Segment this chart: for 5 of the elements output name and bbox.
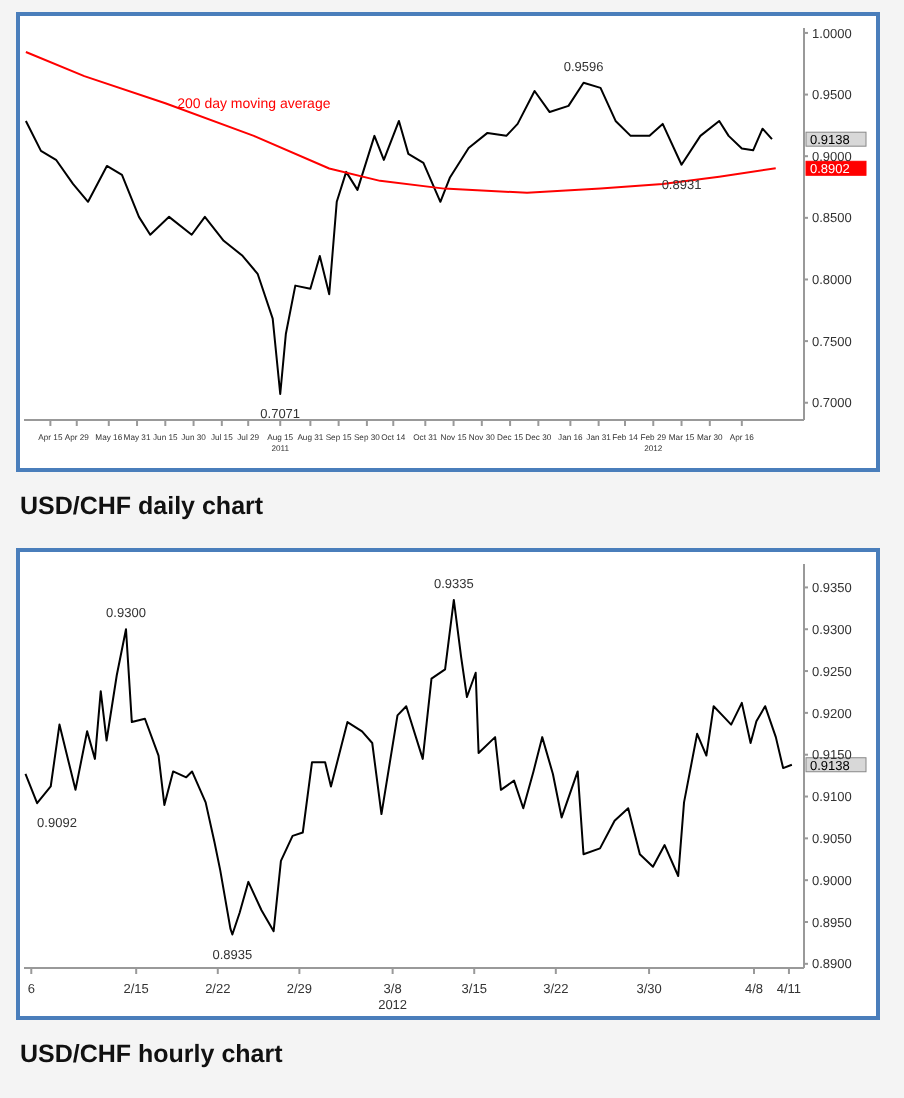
line-series [24, 51, 777, 194]
text: USD/CHF hourly chart [20, 1040, 285, 1068]
line-series [24, 81, 773, 395]
line-series [24, 598, 793, 936]
text: USD/CHF daily chart [20, 492, 266, 520]
